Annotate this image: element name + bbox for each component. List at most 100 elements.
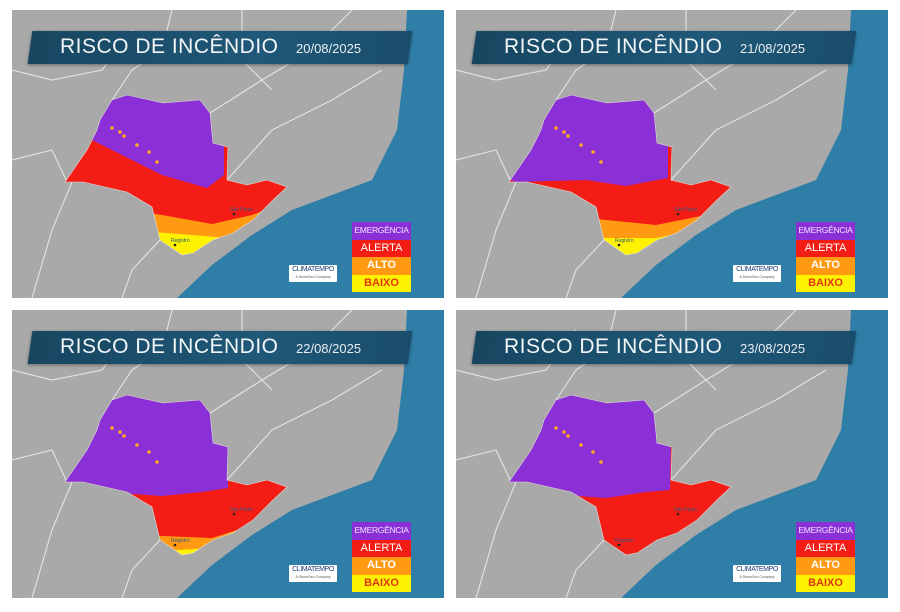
city-dot: [676, 512, 680, 516]
hotspot-marker: [155, 460, 159, 464]
climatempo-logo: CLIMATEMPO A StormGeo Company: [289, 565, 337, 582]
hotspot-marker: [135, 143, 139, 147]
legend-baixo: BAIXO: [352, 574, 411, 592]
hotspot-marker: [155, 160, 159, 164]
hotspot-marker: [110, 126, 114, 130]
border-line: [475, 481, 517, 598]
border-line: [12, 449, 68, 483]
border-line: [31, 481, 73, 598]
state-outline: [64, 394, 288, 556]
legend-baixo: BAIXO: [796, 274, 855, 292]
map-title: RISCO DE INCÊNDIO: [60, 35, 279, 58]
border-line: [565, 239, 605, 298]
city-dot: [232, 212, 236, 216]
hotspot-marker: [591, 150, 595, 154]
risk-legend: EMERGÊNCIA ALERTA ALTO BAIXO: [796, 222, 855, 292]
city-label: São Paulo: [230, 207, 253, 213]
city-label: São Paulo: [674, 507, 697, 513]
hotspot-marker: [122, 134, 126, 138]
fire-risk-map-panel: Registro São Paulo RISCO DE INCÊNDIO 20/0…: [12, 10, 444, 298]
zone-emergencia: [92, 95, 224, 188]
city-label: Registro: [171, 538, 190, 544]
border-line: [670, 369, 827, 481]
hotspot-marker: [579, 143, 583, 147]
hotspot-marker: [566, 434, 570, 438]
border-line: [121, 239, 161, 298]
border-line: [226, 369, 383, 481]
hotspot-marker: [147, 450, 151, 454]
fire-risk-map-panel: Registro São Paulo RISCO DE INCÊNDIO 21/0…: [456, 10, 888, 298]
hotspot-marker: [599, 460, 603, 464]
logo-tagline: A StormGeo Company: [295, 575, 331, 579]
border-line: [209, 310, 353, 414]
legend-emergencia: EMERGÊNCIA: [352, 222, 411, 240]
legend-emergencia: EMERGÊNCIA: [796, 222, 855, 240]
city-dot: [173, 243, 177, 247]
logo-tagline: A StormGeo Company: [739, 275, 775, 279]
zone-emergencia: [509, 95, 668, 186]
map-title: RISCO DE INCÊNDIO: [60, 335, 279, 358]
border-line: [12, 149, 68, 183]
legend-alto: ALTO: [352, 257, 411, 275]
legend-alerta: ALERTA: [352, 239, 411, 257]
state-outline: [64, 94, 288, 256]
map-date: 22/08/2025: [296, 341, 362, 356]
hotspot-marker: [118, 130, 122, 134]
logo-tagline: A StormGeo Company: [739, 575, 775, 579]
border-line: [226, 69, 383, 181]
border-line: [209, 10, 353, 114]
map: Registro São Paulo: [12, 310, 444, 598]
border-line: [475, 181, 517, 298]
map-date: 20/08/2025: [296, 41, 362, 56]
legend-emergencia: EMERGÊNCIA: [796, 522, 855, 540]
risk-legend: EMERGÊNCIA ALERTA ALTO BAIXO: [352, 222, 411, 292]
hotspot-marker: [122, 434, 126, 438]
hotspot-marker: [562, 430, 566, 434]
logo-name: CLIMATEMPO: [292, 266, 334, 273]
hotspot-marker: [579, 443, 583, 447]
hotspot-marker: [566, 134, 570, 138]
legend-baixo: BAIXO: [796, 574, 855, 592]
city-label: Registro: [615, 538, 634, 544]
hotspot-marker: [135, 443, 139, 447]
hotspot-marker: [554, 426, 558, 430]
map-title: RISCO DE INCÊNDIO: [504, 335, 723, 358]
hotspot-marker: [562, 130, 566, 134]
climatempo-logo: CLIMATEMPO A StormGeo Company: [733, 565, 781, 582]
city-label: Registro: [615, 238, 634, 244]
hotspot-marker: [110, 426, 114, 430]
hotspot-marker: [599, 160, 603, 164]
legend-baixo: BAIXO: [352, 274, 411, 292]
legend-alerta: ALERTA: [352, 539, 411, 557]
border-line: [456, 149, 512, 183]
fire-risk-map-panel: Registro São Paulo RISCO DE INCÊNDIO 22/0…: [12, 310, 444, 598]
map-date: 23/08/2025: [740, 341, 806, 356]
risk-legend: EMERGÊNCIA ALERTA ALTO BAIXO: [352, 522, 411, 592]
zone-emergencia: [65, 395, 228, 496]
border-line: [653, 10, 797, 114]
legend-alerta: ALERTA: [796, 539, 855, 557]
logo-name: CLIMATEMPO: [292, 566, 334, 573]
hotspot-marker: [554, 126, 558, 130]
state-outline: [508, 94, 732, 256]
legend-alto: ALTO: [796, 257, 855, 275]
border-line: [653, 310, 797, 414]
fire-risk-map-panel: Registro São Paulo RISCO DE INCÊNDIO 23/0…: [456, 310, 888, 598]
legend-emergencia: EMERGÊNCIA: [352, 522, 411, 540]
border-line: [670, 69, 827, 181]
map-date: 21/08/2025: [740, 41, 806, 56]
border-line: [31, 181, 73, 298]
logo-name: CLIMATEMPO: [736, 566, 778, 573]
city-label: Registro: [171, 238, 190, 244]
legend-alerta: ALERTA: [796, 239, 855, 257]
border-line: [456, 449, 512, 483]
hotspot-marker: [147, 150, 151, 154]
border-line: [565, 539, 605, 598]
city-dot: [617, 543, 621, 547]
legend-alto: ALTO: [352, 557, 411, 575]
city-label: São Paulo: [674, 207, 697, 213]
climatempo-logo: CLIMATEMPO A StormGeo Company: [289, 265, 337, 282]
city-dot: [173, 543, 177, 547]
logo-name: CLIMATEMPO: [736, 266, 778, 273]
state-outline: [508, 394, 732, 556]
